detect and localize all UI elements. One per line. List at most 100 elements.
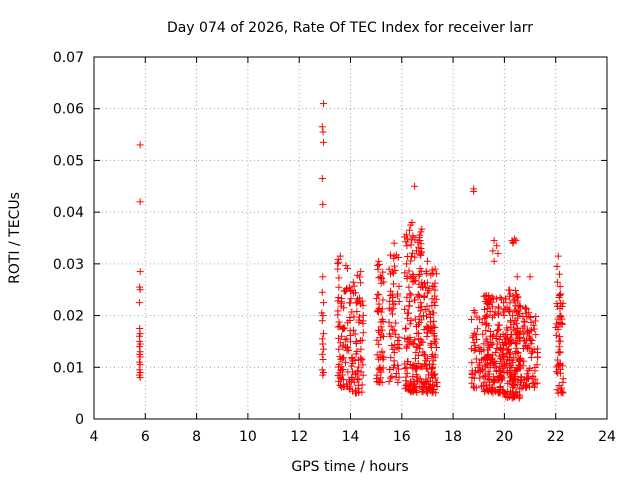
data-point [354, 297, 362, 305]
data-point [389, 300, 397, 308]
data-point [401, 305, 409, 313]
data-point [353, 299, 361, 307]
data-point [552, 363, 560, 371]
data-point [337, 375, 345, 383]
data-point [420, 350, 428, 358]
data-point [394, 378, 402, 386]
data-point [510, 370, 518, 378]
data-point [136, 268, 144, 276]
data-point [506, 335, 514, 343]
y-tick-label-0.03: 0.03 [53, 257, 84, 273]
data-point [505, 292, 513, 300]
data-point [515, 309, 523, 317]
data-point [496, 373, 504, 381]
data-point [481, 305, 489, 313]
data-point [559, 378, 567, 386]
data-point [471, 367, 479, 375]
data-point [136, 374, 144, 382]
data-point [427, 318, 435, 326]
x-tick-label-14: 14 [342, 429, 360, 445]
data-point [554, 323, 562, 331]
data-point [347, 295, 355, 303]
data-point [481, 292, 489, 300]
data-point [402, 231, 410, 239]
data-point [493, 326, 501, 334]
data-point [320, 330, 328, 338]
data-point [374, 265, 382, 273]
data-point [501, 390, 509, 398]
data-point [405, 267, 413, 275]
data-point [513, 340, 521, 348]
data-point [359, 361, 367, 369]
data-point [410, 272, 418, 280]
data-point [504, 380, 512, 388]
data-point [420, 312, 428, 320]
data-point [355, 388, 363, 396]
data-point [346, 338, 354, 346]
data-point [513, 366, 521, 374]
data-point [506, 367, 514, 375]
data-point [556, 305, 564, 313]
data-point [408, 249, 416, 257]
data-point [385, 377, 393, 385]
data-point [497, 372, 505, 380]
data-point [514, 314, 522, 322]
data-point [318, 317, 326, 325]
data-point [512, 388, 520, 396]
data-point [522, 304, 530, 312]
data-point [528, 326, 536, 334]
data-point [417, 307, 425, 315]
data-point [412, 247, 420, 255]
data-point [135, 299, 143, 307]
data-point [514, 293, 522, 301]
data-point [523, 313, 531, 321]
data-point [530, 346, 538, 354]
data-point [430, 385, 438, 393]
data-point [372, 295, 380, 303]
data-point [374, 290, 382, 298]
data-point [496, 388, 504, 396]
data-point [519, 362, 527, 370]
data-point [483, 300, 491, 308]
data-point [527, 313, 535, 321]
data-point [475, 368, 483, 376]
data-point [488, 388, 496, 396]
data-point [388, 290, 396, 298]
data-point [341, 336, 349, 344]
data-point [556, 365, 564, 373]
data-point [401, 269, 409, 277]
data-point [520, 317, 528, 325]
data-point [346, 327, 354, 335]
data-point [414, 238, 422, 246]
data-point [346, 299, 354, 307]
data-point [478, 319, 486, 327]
data-point [527, 340, 535, 348]
data-point [508, 338, 516, 346]
data-point [387, 322, 395, 330]
data-point [473, 313, 481, 321]
data-point [404, 235, 412, 243]
data-point [379, 317, 387, 325]
data-point [334, 294, 342, 302]
data-point [395, 340, 403, 348]
data-point [379, 268, 387, 276]
data-point [411, 182, 419, 190]
data-point [389, 345, 397, 353]
data-point [526, 327, 534, 335]
data-point [407, 316, 415, 324]
data-point [516, 391, 524, 399]
data-point [484, 305, 492, 313]
data-point [470, 347, 478, 355]
data-point [357, 356, 365, 364]
data-point [405, 226, 413, 234]
data-point [487, 339, 495, 347]
data-point [559, 389, 567, 397]
data-point [136, 361, 144, 369]
data-point [405, 302, 413, 310]
y-tick-label-0.01: 0.01 [53, 360, 84, 376]
data-point [336, 353, 344, 361]
data-point [374, 378, 382, 386]
data-point [417, 249, 425, 257]
data-point [421, 352, 429, 360]
data-point [475, 344, 483, 352]
